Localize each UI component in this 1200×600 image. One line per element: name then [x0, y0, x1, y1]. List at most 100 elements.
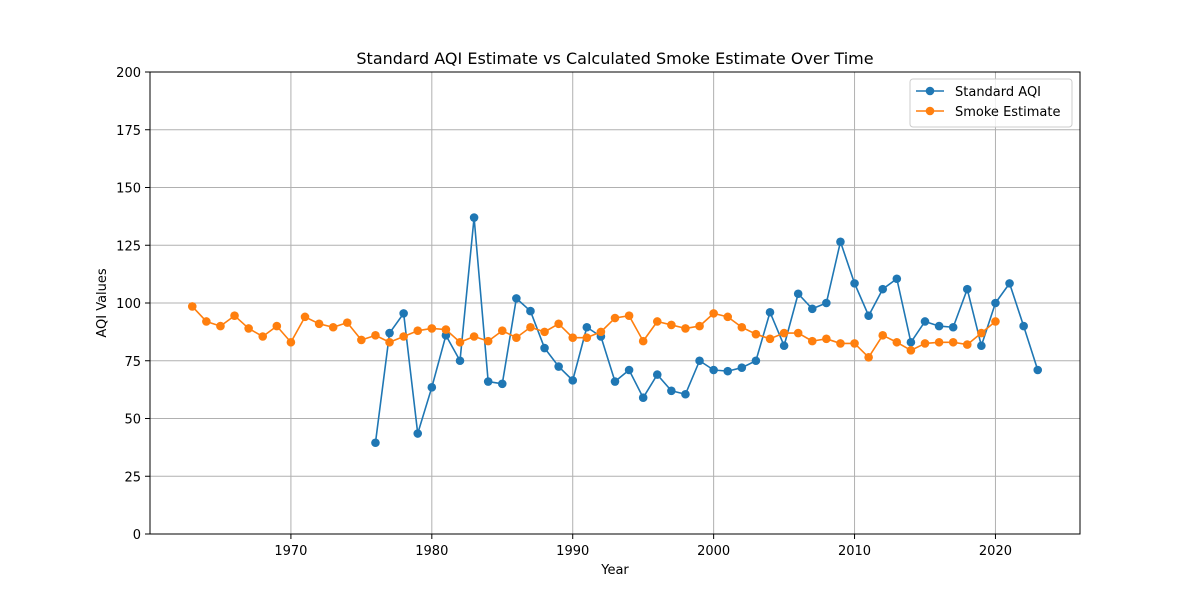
standard-aqi-point: [385, 328, 394, 338]
y-tick-label: 175: [116, 124, 141, 139]
smoke-estimate-point: [272, 321, 282, 331]
standard-aqi-point: [906, 337, 916, 347]
standard-aqi-legend-marker: [925, 86, 935, 96]
x-tick-label: 1970: [274, 544, 307, 559]
x-tick-label: 1980: [415, 544, 448, 559]
y-tick-label: 75: [124, 355, 141, 370]
standard-aqi-point: [652, 370, 662, 379]
smoke-estimate-point: [920, 339, 930, 348]
standard-aqi-point: [779, 341, 789, 351]
smoke-estimate-point: [399, 332, 408, 341]
smoke-estimate-point: [357, 335, 366, 345]
smoke-estimate-point: [807, 336, 817, 346]
y-tick-label: 125: [116, 239, 141, 254]
smoke-estimate-point: [258, 332, 268, 341]
smoke-estimate-point: [244, 324, 253, 333]
smoke-estimate-point: [652, 317, 662, 326]
smoke-estimate-point: [314, 319, 324, 329]
smoke-estimate-point: [638, 336, 648, 346]
y-tick-label: 0: [133, 528, 141, 543]
standard-aqi-point: [554, 362, 563, 371]
y-axis-label: AQI Values: [95, 268, 110, 338]
standard-aqi-point: [399, 309, 408, 318]
smoke-estimate-point: [554, 319, 563, 329]
smoke-estimate-point: [526, 322, 535, 332]
standard-aqi-point: [413, 429, 423, 438]
smoke-estimate-point: [413, 326, 423, 336]
smoke-estimate-point: [977, 328, 986, 338]
smoke-estimate-legend-marker: [925, 106, 935, 116]
smoke-estimate-point: [328, 322, 338, 332]
standard-aqi-point: [751, 356, 761, 366]
standard-aqi-point: [977, 341, 986, 351]
smoke-estimate-point: [709, 309, 718, 318]
standard-aqi-point: [850, 279, 859, 288]
smoke-estimate-point: [779, 328, 789, 338]
standard-aqi-point: [512, 294, 521, 303]
smoke-estimate-point: [948, 337, 958, 347]
standard-aqi-point: [497, 379, 507, 389]
standard-aqi-point: [836, 237, 845, 247]
smoke-estimate-point: [385, 337, 394, 347]
smoke-estimate-point: [991, 317, 1000, 326]
standard-aqi-point: [568, 376, 578, 385]
smoke-estimate-point: [540, 327, 549, 337]
standard-aqi-point: [469, 213, 479, 222]
y-tick-label: 100: [116, 297, 141, 312]
smoke-estimate-point: [878, 331, 888, 340]
standard-aqi-point: [962, 284, 972, 294]
smoke-estimate-point: [667, 320, 676, 330]
standard-aqi-point: [455, 356, 465, 366]
smoke-estimate-point: [836, 339, 845, 348]
standard-aqi-point: [822, 298, 831, 308]
standard-aqi-point: [483, 377, 493, 386]
smoke-estimate-point: [962, 340, 972, 349]
smoke-estimate-point: [610, 313, 620, 323]
smoke-estimate-point: [441, 325, 451, 334]
smoke-estimate-point: [751, 329, 761, 339]
y-tick-label: 25: [124, 470, 141, 485]
smoke-estimate-point: [300, 312, 310, 322]
smoke-estimate-line: [191, 305, 996, 359]
smoke-estimate-point: [596, 327, 606, 337]
y-tick-label: 200: [116, 66, 141, 81]
smoke-estimate-point: [286, 337, 296, 347]
smoke-estimate-legend-label: Smoke Estimate: [955, 105, 1061, 120]
standard-aqi-point: [681, 389, 690, 399]
y-tick-label: 150: [116, 182, 141, 197]
smoke-estimate-point: [230, 311, 239, 321]
smoke-estimate-point: [568, 333, 578, 342]
standard-aqi-point: [737, 363, 747, 372]
smoke-estimate-point: [723, 312, 733, 322]
smoke-estimate-point: [822, 334, 831, 344]
standard-aqi-point: [638, 393, 648, 403]
x-tick-label: 2010: [838, 544, 871, 559]
legend: Standard AQI Smoke Estimate: [909, 78, 1073, 128]
standard-aqi-point: [793, 289, 803, 299]
standard-aqi-point: [1019, 321, 1028, 331]
smoke-estimate-point: [624, 311, 634, 321]
x-axis-label: Year: [600, 563, 629, 578]
smoke-estimate-point: [469, 332, 479, 341]
standard-aqi-point: [765, 307, 775, 317]
smoke-estimate-point: [765, 334, 775, 344]
standard-aqi-point: [934, 321, 944, 331]
standard-aqi-point: [892, 274, 902, 284]
standard-aqi-point: [948, 322, 958, 332]
smoke-estimate-point: [187, 302, 197, 311]
standard-aqi-point: [695, 356, 704, 366]
smoke-estimate-point: [793, 328, 803, 338]
x-tick-label: 1990: [556, 544, 589, 559]
smoke-estimate-point: [202, 317, 211, 326]
smoke-estimate-point: [681, 324, 690, 333]
smoke-estimate-point: [582, 333, 592, 342]
smoke-estimate-point: [850, 339, 859, 348]
standard-aqi-point: [878, 284, 888, 294]
plot-series: [187, 213, 1043, 448]
standard-aqi-legend-label: Standard AQI: [955, 85, 1041, 100]
x-tick-label: 2020: [979, 544, 1012, 559]
x-tick-label: 2000: [697, 544, 730, 559]
standard-aqi-point: [667, 386, 676, 396]
standard-aqi-point: [1005, 279, 1014, 288]
